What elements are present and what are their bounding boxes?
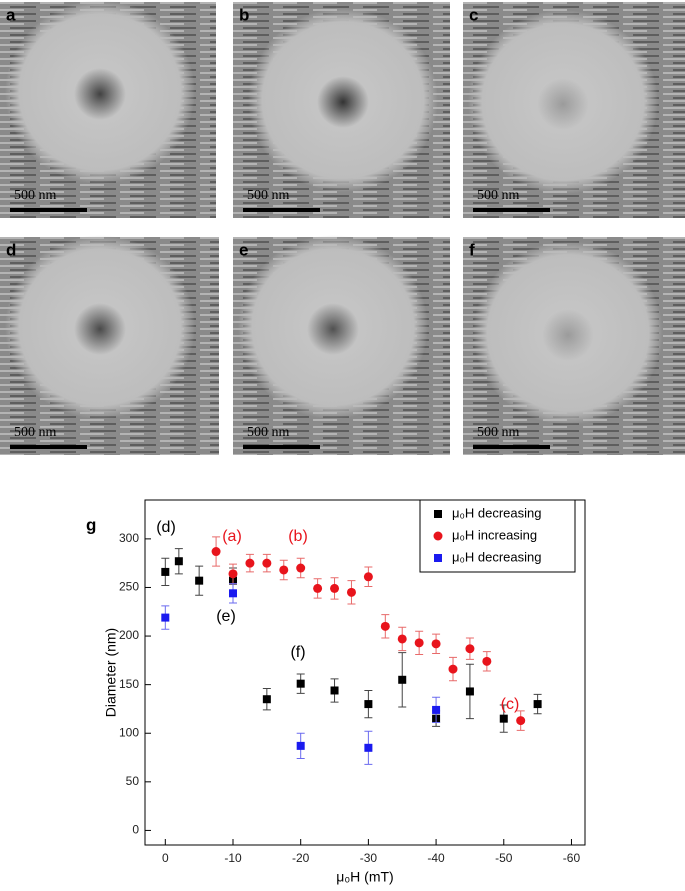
scale-bar-label: 500 nm <box>14 188 57 203</box>
legend-label: μ₀H increasing <box>452 527 537 542</box>
data-point <box>448 664 458 674</box>
data-point <box>195 576 204 585</box>
y-tick-label: 250 <box>119 580 139 594</box>
image-panel: f 500 nm <box>463 237 685 455</box>
data-point <box>482 656 492 666</box>
data-point <box>228 569 238 579</box>
data-point <box>161 567 170 576</box>
particle-core <box>74 303 126 355</box>
data-point <box>465 687 474 696</box>
data-point <box>174 557 183 566</box>
panel-label: e <box>239 240 248 259</box>
scale-bar-label: 500 nm <box>14 425 57 440</box>
annotation: (c) <box>501 696 520 713</box>
data-point <box>364 700 373 709</box>
x-tick-label: -30 <box>360 851 378 865</box>
data-point <box>533 700 542 709</box>
panel-label: c <box>469 5 478 24</box>
image-panel: e 500 nm <box>233 235 450 455</box>
y-tick-label: 100 <box>119 725 139 739</box>
data-point <box>161 613 170 622</box>
image-panels: a 500 nm b 500 nm c 500 nm d 500 nm e 500 nm f 500 … <box>0 0 685 455</box>
data-point <box>330 686 339 695</box>
x-axis-label: μ₀H (mT) <box>336 869 393 885</box>
x-tick-label: 0 <box>162 851 169 865</box>
data-point <box>279 565 289 575</box>
panel-label: f <box>469 240 475 259</box>
data-point <box>262 558 272 568</box>
scale-bar <box>243 445 320 449</box>
legend-marker <box>433 531 443 541</box>
y-tick-label: 300 <box>119 531 139 545</box>
data-point <box>330 583 340 593</box>
scale-bar <box>473 445 550 449</box>
x-tick-label: -20 <box>292 851 310 865</box>
annotation: (b) <box>288 528 308 545</box>
data-point <box>346 587 356 597</box>
legend-box <box>419 499 576 573</box>
data-point <box>414 638 424 648</box>
y-axis-label: Diameter (nm) <box>103 628 119 717</box>
chart: 0 -10 -20 -30 -40 -50 -60 0 50 100 150 200 250 300 μ₀H… <box>86 499 586 885</box>
legend-marker <box>434 510 442 518</box>
data-point <box>363 572 373 582</box>
data-point <box>262 695 271 704</box>
scale-bar-label: 500 nm <box>247 425 290 440</box>
x-tick-label: -40 <box>427 851 445 865</box>
data-point <box>432 705 441 714</box>
y-tick-label: 200 <box>119 628 139 642</box>
particle-core <box>542 309 594 361</box>
x-tick-label: -10 <box>224 851 242 865</box>
image-panel: d 500 nm <box>0 235 219 455</box>
y-tick-label: 0 <box>132 823 139 837</box>
data-point <box>431 639 441 649</box>
data-point <box>313 583 323 593</box>
scale-bar <box>243 208 320 212</box>
annotation: (f) <box>290 644 305 661</box>
data-point <box>296 679 305 688</box>
data-point <box>364 743 373 752</box>
data-point <box>516 716 526 726</box>
y-tick-label: 150 <box>119 677 139 691</box>
particle-core <box>317 76 369 128</box>
y-tick-label: 50 <box>126 774 140 788</box>
data-point <box>499 714 508 723</box>
annotation: (a) <box>222 528 242 545</box>
scale-bar-label: 500 nm <box>477 188 520 203</box>
data-point <box>229 589 237 598</box>
scale-bar <box>473 208 550 212</box>
x-tick-label: -60 <box>563 851 581 865</box>
image-panel: c 500 nm <box>463 2 685 218</box>
data-point <box>465 644 475 654</box>
data-point <box>380 621 390 631</box>
annotation: (e) <box>216 608 236 625</box>
data-point <box>398 675 407 684</box>
legend-label: μ₀H decreasing <box>452 549 541 564</box>
scale-bar <box>10 445 87 449</box>
panel-label: g <box>86 515 96 534</box>
image-panel: b 500 nm <box>233 2 450 218</box>
legend-marker <box>434 554 442 562</box>
data-point <box>296 741 305 750</box>
x-tick-label: -50 <box>495 851 513 865</box>
legend-label: μ₀H decreasing <box>452 505 541 520</box>
data-point <box>296 563 306 573</box>
data-point <box>397 634 407 644</box>
plot-frame <box>144 499 586 846</box>
data-point <box>211 547 221 557</box>
data-point <box>245 558 255 568</box>
scale-bar <box>10 208 87 212</box>
scale-bar-label: 500 nm <box>247 188 290 203</box>
particle-core <box>537 78 589 130</box>
annotation: (d) <box>156 519 176 536</box>
panel-label: a <box>6 5 16 24</box>
image-panel: a 500 nm <box>0 0 216 218</box>
panel-label: b <box>239 5 249 24</box>
panel-label: d <box>6 240 16 259</box>
particle-core <box>74 68 126 120</box>
scale-bar-label: 500 nm <box>477 425 520 440</box>
particle-core <box>307 303 359 355</box>
